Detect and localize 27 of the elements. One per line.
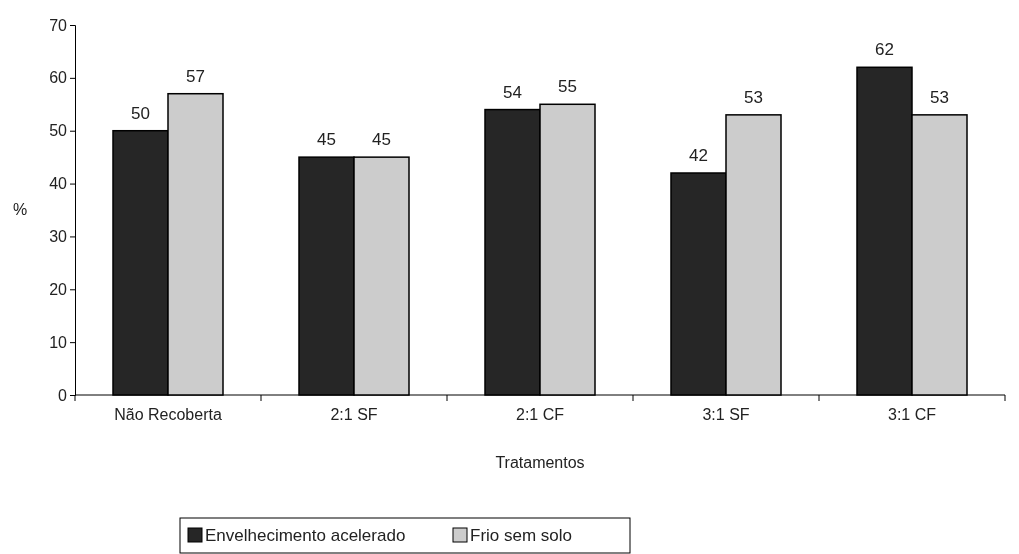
- y-tick-label: 30: [49, 228, 68, 246]
- legend-label: Frio sem solo: [470, 526, 573, 545]
- y-tick-label: 70: [49, 16, 68, 34]
- data-label: 42: [689, 146, 708, 165]
- y-tick-label: 20: [49, 280, 68, 298]
- data-label: 55: [558, 77, 577, 97]
- x-tick-label: 3:1 SF: [702, 406, 750, 424]
- y-axis-title: %: [12, 201, 28, 218]
- y-tick-label: 50: [49, 122, 68, 140]
- x-tick-label: 2:1 CF: [515, 406, 565, 424]
- y-tick-label: 40: [49, 175, 68, 193]
- data-label: 45: [372, 130, 391, 150]
- x-tick-label: 2:1 SF: [330, 406, 378, 424]
- y-tick-label: 10: [49, 333, 68, 351]
- data-label: 54: [503, 82, 522, 102]
- x-axis-title: Tratamentos: [495, 454, 585, 471]
- x-tick-label: Não Recoberta: [114, 406, 222, 424]
- y-tick-label: 60: [49, 69, 68, 87]
- data-label: 53: [930, 87, 949, 107]
- data-label: 57: [186, 66, 205, 86]
- data-label: 53: [744, 87, 763, 107]
- data-label: 50: [131, 103, 150, 123]
- data-label: 45: [317, 130, 336, 150]
- x-tick-label: 3:1 CF: [887, 406, 937, 424]
- data-label: 62: [875, 40, 894, 60]
- legend-label: Envelhecimento acelerado: [205, 526, 406, 545]
- y-tick-label: 0: [58, 386, 68, 404]
